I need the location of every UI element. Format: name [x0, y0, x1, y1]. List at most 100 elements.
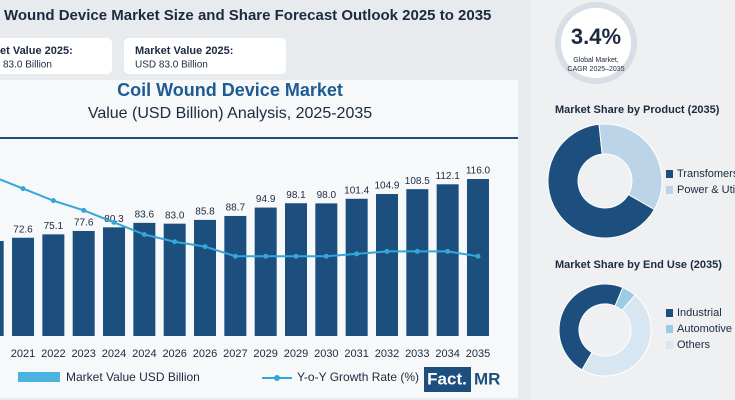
x-tick-label: 2029 — [284, 348, 308, 360]
bar — [103, 227, 126, 336]
bar — [436, 184, 459, 336]
value-label: 104.9 — [374, 181, 399, 192]
card — [0, 38, 112, 74]
value-label: 83.0 — [165, 210, 185, 221]
value-label: 77.6 — [74, 218, 94, 229]
growth-point — [202, 244, 208, 250]
legend-label: Industrial — [677, 307, 722, 319]
card-label: Market Value 2025: — [135, 45, 233, 57]
page-title: Wound Device Market Size and Share Forec… — [4, 7, 491, 24]
value-label: 88.7 — [226, 203, 246, 214]
growth-point — [111, 219, 117, 225]
pie-title: Market Share by End Use (2035) — [555, 259, 722, 271]
value-label: 101.4 — [344, 185, 369, 196]
growth-point — [384, 248, 390, 254]
legend-label: Automotive 4 — [677, 323, 735, 335]
value-label: 75.1 — [44, 221, 64, 232]
bar — [12, 237, 35, 336]
x-tick-label: 2024 — [102, 348, 126, 360]
x-tick-label: 2030 — [314, 348, 338, 360]
growth-point — [20, 186, 26, 192]
legend-swatch — [666, 325, 673, 333]
value-label: 98.1 — [286, 190, 306, 201]
value-label: 80.3 — [104, 214, 124, 225]
x-tick-label: 2024 — [132, 348, 156, 360]
bar — [285, 203, 307, 336]
growth-point — [323, 253, 329, 259]
chart-title: Coil Wound Device Market — [117, 80, 343, 100]
pie-slice — [581, 294, 652, 377]
legend-label: Transfomers — [677, 168, 735, 180]
x-tick-label: 2032 — [375, 348, 399, 360]
x-tick-label: 2022 — [41, 348, 65, 360]
cagr-ring — [555, 2, 637, 84]
value-label: 98.0 — [317, 190, 337, 201]
value-label: 112.1 — [436, 171, 461, 182]
growth-point — [81, 207, 87, 213]
growth-point — [141, 232, 147, 237]
bar — [163, 223, 186, 336]
x-tick-label: 2027 — [223, 348, 247, 360]
bar — [133, 222, 156, 336]
bar — [194, 219, 217, 336]
growth-point — [414, 248, 420, 254]
cagr-value: 3.4% — [571, 24, 621, 49]
x-tick-label: 2023 — [71, 348, 95, 360]
cagr-note: CAGR 2025–2035 — [567, 66, 624, 73]
legend-label: Y-o-Y Growth Rate (%) — [297, 370, 419, 384]
card-value: USD 83.0 Billion — [135, 60, 208, 71]
growth-point — [172, 239, 178, 245]
bar — [42, 234, 65, 336]
bar — [406, 189, 429, 336]
legend-swatch — [666, 170, 673, 178]
pie-slice — [547, 123, 656, 239]
bar — [375, 194, 398, 336]
logo-box — [424, 367, 471, 392]
card-value: 83.0 Billion — [3, 60, 52, 71]
bar — [72, 230, 95, 336]
growth-point — [293, 253, 299, 259]
value-label: 94.9 — [256, 194, 276, 205]
legend-label: Others — [677, 339, 711, 351]
x-tick-label: 2026 — [162, 348, 186, 360]
legend-label: Power & Util — [677, 184, 735, 196]
value-label: 83.6 — [135, 210, 155, 221]
x-tick-label: 2035 — [466, 348, 490, 360]
x-tick-label: 2031 — [344, 348, 368, 360]
pie-slice — [558, 283, 624, 371]
pie-title: Market Share by Product (2035) — [555, 104, 720, 116]
legend-swatch — [666, 341, 673, 349]
bar — [0, 240, 4, 336]
value-label: 85.8 — [195, 207, 215, 218]
legend-label: Market Value USD Billion — [66, 370, 200, 384]
legend-swatch — [666, 186, 673, 194]
value-label: 108.5 — [405, 176, 430, 187]
bar — [345, 198, 368, 336]
x-tick-label: 2029 — [253, 348, 277, 360]
pie-slice — [598, 123, 663, 211]
growth-point — [232, 253, 238, 259]
legend-swatch — [18, 372, 60, 382]
value-label: 72.6 — [13, 224, 33, 235]
growth-point — [354, 251, 360, 257]
logo-right: MR — [474, 369, 500, 388]
bar — [315, 203, 338, 336]
value-label: 116.0 — [466, 166, 491, 177]
chart-subtitle: Value (USD Billion) Analysis, 2025-2035 — [88, 105, 372, 122]
x-tick-label: 2021 — [11, 348, 35, 360]
x-tick-label: 2033 — [405, 348, 429, 360]
x-tick-label: 2034 — [435, 348, 459, 360]
cagr-note: Global Market, — [573, 57, 619, 64]
growth-point — [445, 248, 451, 254]
growth-point — [50, 198, 56, 204]
growth-point — [475, 253, 481, 259]
legend-dot — [274, 375, 280, 381]
card — [124, 38, 286, 74]
x-tick-label: 2026 — [193, 348, 217, 360]
bar — [254, 207, 277, 336]
legend-swatch — [666, 309, 673, 317]
logo-left: Fact. — [427, 369, 467, 388]
growth-point — [263, 253, 269, 259]
